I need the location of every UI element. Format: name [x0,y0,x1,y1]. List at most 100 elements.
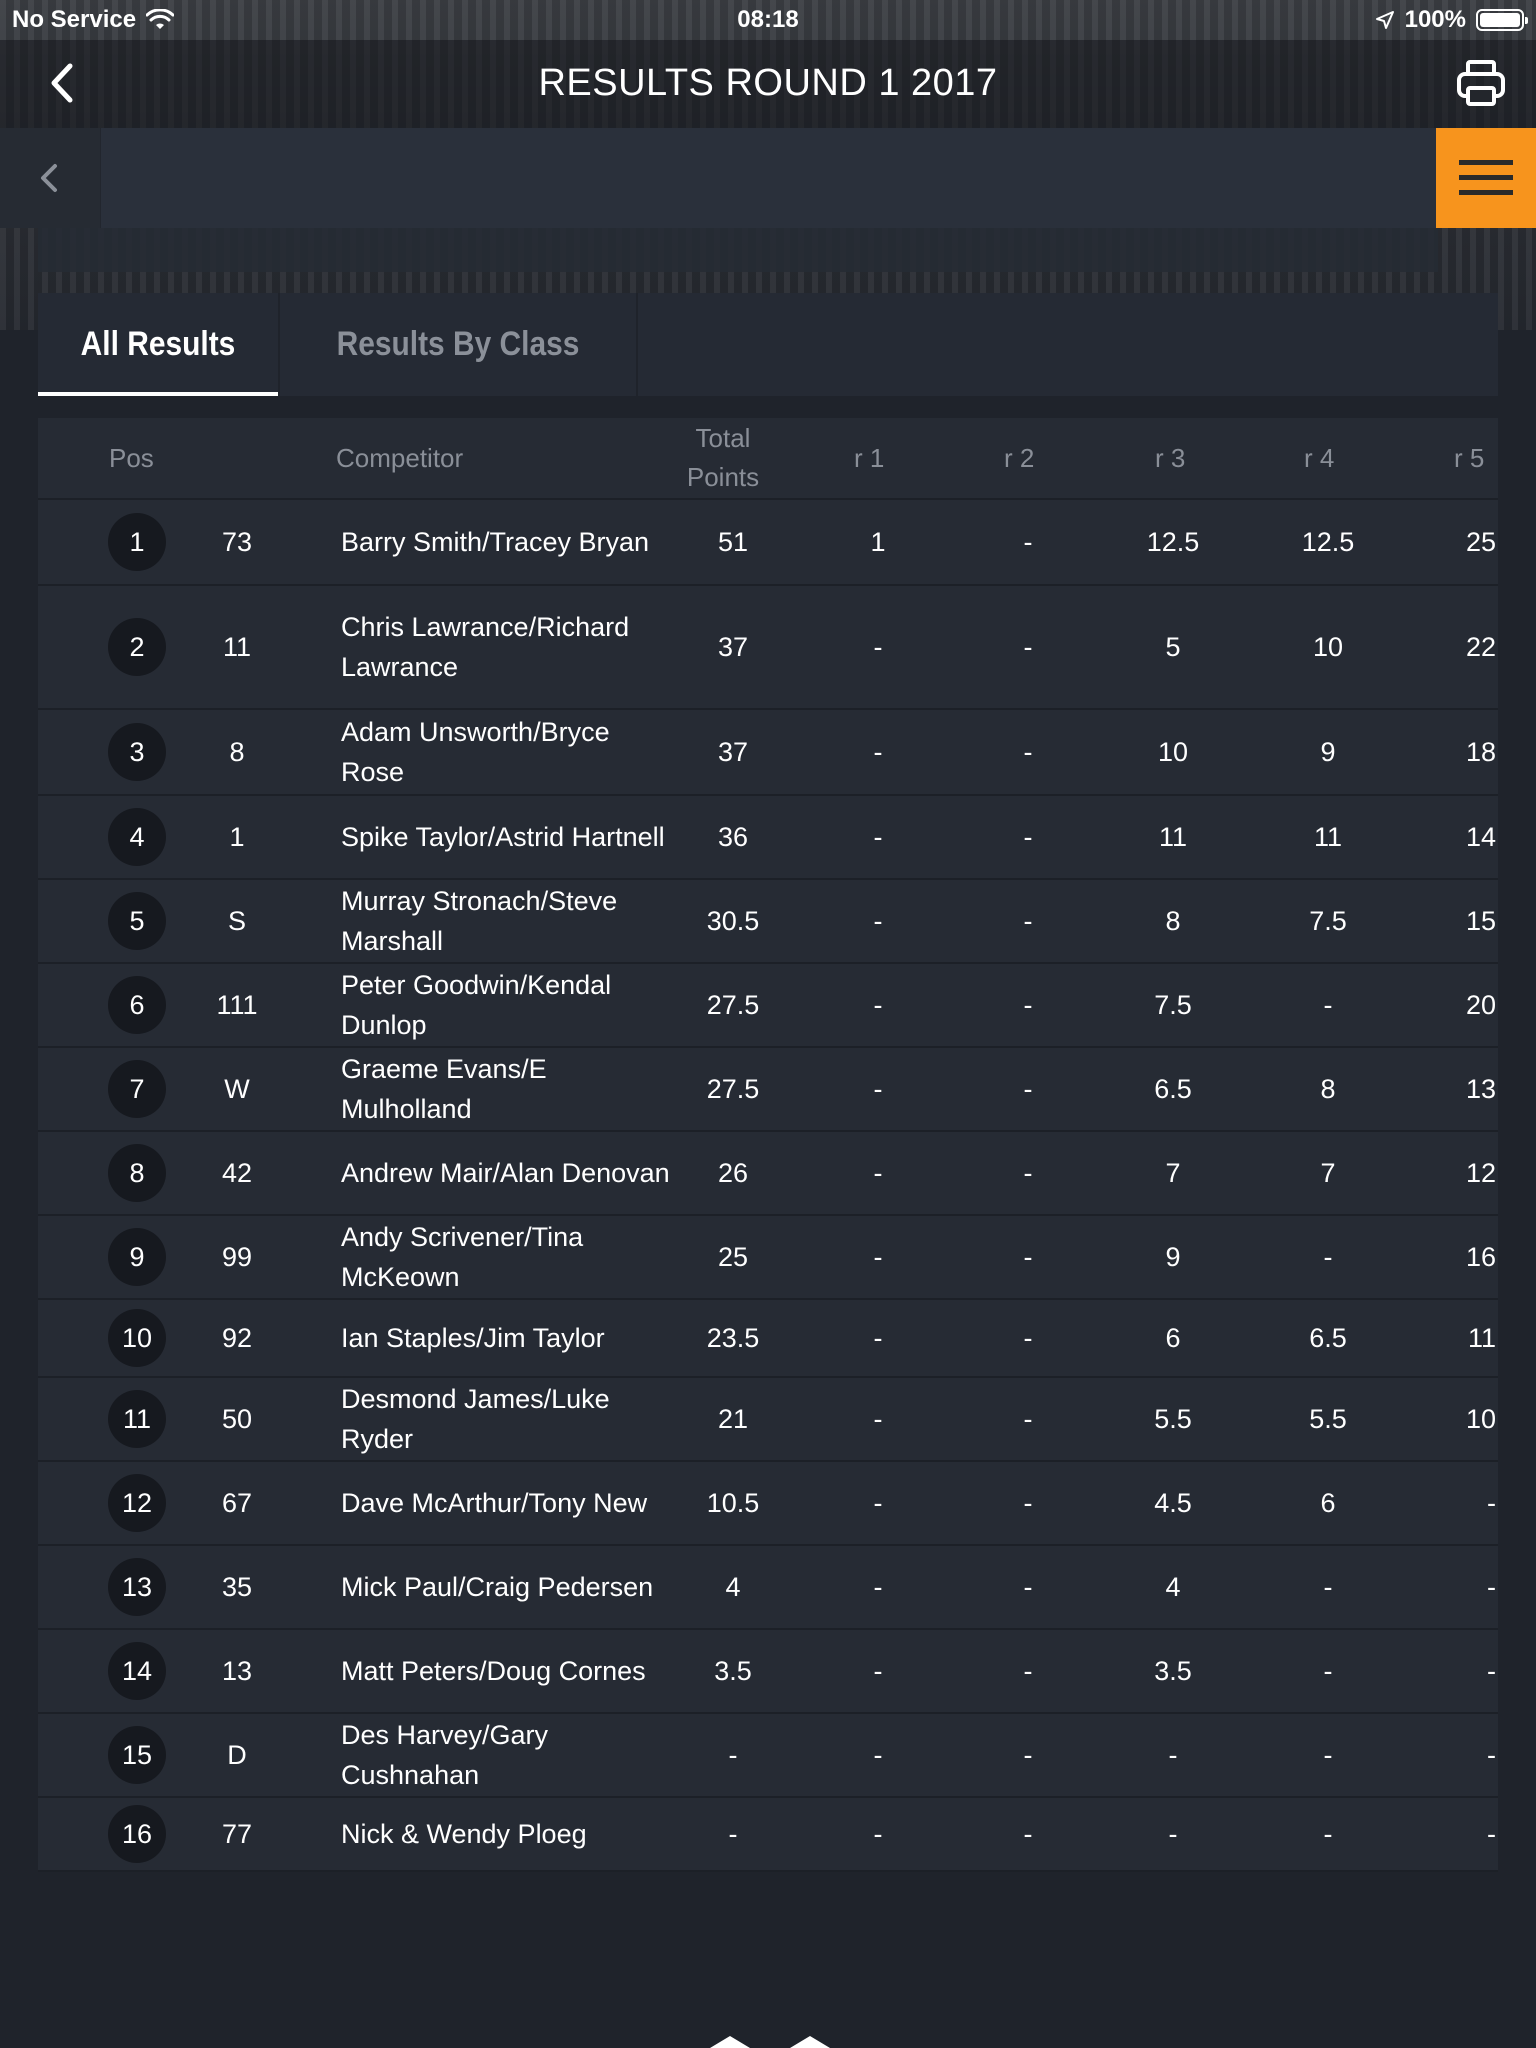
header-r1: r 1 [854,442,885,473]
competitor-number: 77 [221,1818,253,1849]
r4-score-cell: 5.5 [1309,1403,1347,1434]
r5-score-cell: 15 [1465,905,1496,936]
r3-score-cell: - [1168,1818,1178,1849]
navigation-bar: RESULTS ROUND 1 2017 [0,40,1536,128]
total-points-cell: 37 [717,736,749,767]
page-title: RESULTS ROUND 1 2017 [538,62,998,104]
total-points-cell: 4 [725,1571,741,1602]
competitor-name: Dave McArthur/Tony New [341,1488,648,1518]
position-badge: 2 [108,618,166,676]
table-row[interactable]: 6 111 Peter Goodwin/Kendal Dunlop 27.5 - - 7.5… [38,964,1498,1048]
competitor-number: 111 [216,989,258,1020]
r4-score-cell: 7.5 [1309,905,1347,936]
battery-percent: 100% [1404,6,1466,33]
competitor-name: Mick Paul/Craig Pedersen [341,1572,654,1602]
table-row[interactable]: 16 77 Nick & Wendy Ploeg - - - - - - [38,1798,1498,1872]
table-row[interactable]: 5 S Murray Stronach/Steve Marshall 30.5 - - 8 7… [38,880,1498,964]
r1-score-cell: - [873,1487,883,1518]
r5-score-cell: 25 [1465,526,1496,557]
subbar-back-button[interactable] [0,128,100,228]
table-row[interactable]: 10 92 Ian Staples/Jim Taylor 23.5 - - 6 6.5 11 [38,1300,1498,1378]
position-cell: 4 [108,796,166,878]
table-row[interactable]: 11 50 Desmond James/Luke Ryder 21 - - 5.5 5.5 10 [38,1378,1498,1462]
r5-score-cell: 18 [1465,736,1496,767]
r3-score-cell: - [1168,1739,1178,1770]
header-total-line2: Points [686,462,760,492]
position-badge: 15 [108,1726,166,1784]
menu-button[interactable] [1436,128,1536,228]
total-points-cell: 23.5 [706,1322,760,1353]
r2-score-cell: - [1023,1241,1033,1272]
total-points-cell: 37 [717,631,749,662]
table-row[interactable]: 12 67 Dave McArthur/Tony New 10.5 - - 4.5 6 - [38,1462,1498,1546]
r2-score-cell: - [1023,1403,1033,1434]
table-row[interactable]: 14 13 Matt Peters/Doug Cornes 3.5 - - 3.5 - - [38,1630,1498,1714]
sub-toolbar [0,128,1536,228]
competitor-name: Andy Scrivener/Tina McKeown [341,1222,584,1292]
printer-icon[interactable] [1454,56,1508,110]
r4-score-cell: - [1323,989,1333,1020]
r5-score-cell: 16 [1465,1241,1496,1272]
total-points-cell: - [728,1818,738,1849]
r1-score-cell: - [873,989,883,1020]
r5-score-cell: 12 [1465,1157,1496,1188]
r1-score-cell: - [873,1157,883,1188]
total-points-cell: 51 [717,526,749,557]
r1-score-cell: - [873,905,883,936]
tab-all-results[interactable]: All Results [80,325,236,363]
table-row[interactable]: 1 73 Barry Smith/Tracey Bryan 51 1 - 12.5 12.5 2… [38,500,1498,586]
r5-score-cell: 10 [1465,1403,1496,1434]
total-points-cell: 27.5 [706,989,760,1020]
position-badge: 3 [108,723,166,781]
r2-score-cell: - [1023,1818,1033,1849]
r3-score-cell: 4.5 [1154,1487,1192,1518]
table-row[interactable]: 2 11 Chris Lawrance/Richard Lawrance 37 - - 5 1… [38,586,1498,710]
r2-score-cell: - [1023,526,1033,557]
position-cell: 16 [108,1798,166,1870]
position-badge: 13 [108,1558,166,1616]
competitor-number: 35 [221,1571,253,1602]
competitor-number: 13 [221,1655,253,1686]
results-table: Pos Competitor Total Points r 1 r 2 r 3 … [38,418,1498,1872]
r2-score-cell: - [1023,1073,1033,1104]
r2-score-cell: - [1023,1322,1033,1353]
competitor-number: 92 [221,1322,253,1353]
table-row[interactable]: 7 W Graeme Evans/E Mulholland 27.5 - - 6.5 8 13 [38,1048,1498,1132]
position-badge: 8 [108,1144,166,1202]
r3-score-cell: 6.5 [1154,1073,1192,1104]
table-row[interactable]: 9 99 Andy Scrivener/Tina McKeown 25- -9-16 [38,1216,1498,1300]
table-row[interactable]: 15 D Des Harvey/Gary Cushnahan - - - - - - [38,1714,1498,1798]
r5-score-cell: 22 [1465,631,1496,662]
position-cell: 10 [108,1300,166,1376]
table-row[interactable]: 8 42 Andrew Mair/Alan Denovan 26 - - 7 7 12 [38,1132,1498,1216]
r5-score-cell: - [1487,1571,1496,1602]
tab-results-by-class[interactable]: Results By Class [336,325,580,363]
competitor-name: Des Harvey/Gary Cushnahan [341,1720,549,1790]
competitor-number: D [227,1739,247,1770]
competitor-name: Graeme Evans/E Mulholland [341,1054,547,1124]
r2-score-cell: - [1023,1655,1033,1686]
position-cell: 12 [108,1462,166,1544]
r5-score-cell: 20 [1465,989,1496,1020]
competitor-number: W [224,1073,250,1104]
table-row[interactable]: 13 35 Mick Paul/Craig Pedersen 4 - - 4 - - [38,1546,1498,1630]
header-competitor: Competitor [336,442,464,473]
table-row[interactable]: 4 1 Spike Taylor/Astrid Hartnell 36 - - 11 11 14 [38,796,1498,880]
competitor-number: 50 [221,1403,253,1434]
position-badge: 1 [108,513,166,571]
r4-score-cell: - [1323,1655,1333,1686]
competitor-name: Adam Unsworth/Bryce Rose [341,717,610,787]
r3-score-cell: 9 [1165,1241,1181,1272]
header-strip [38,228,1438,272]
tab-divider [278,293,280,396]
r5-score-cell: - [1487,1739,1496,1770]
r5-score-cell: 11 [1467,1322,1496,1353]
position-cell: 11 [108,1378,166,1460]
total-points-cell: 26 [717,1157,749,1188]
table-row[interactable]: 3 8 Adam Unsworth/Bryce Rose 37 - - 10 9 18 [38,710,1498,796]
r1-score-cell: - [873,736,883,767]
position-badge: 10 [108,1309,166,1367]
header-r5: r 5 [1454,442,1485,473]
back-button[interactable] [40,58,90,108]
total-points-cell: 25 [717,1241,749,1272]
